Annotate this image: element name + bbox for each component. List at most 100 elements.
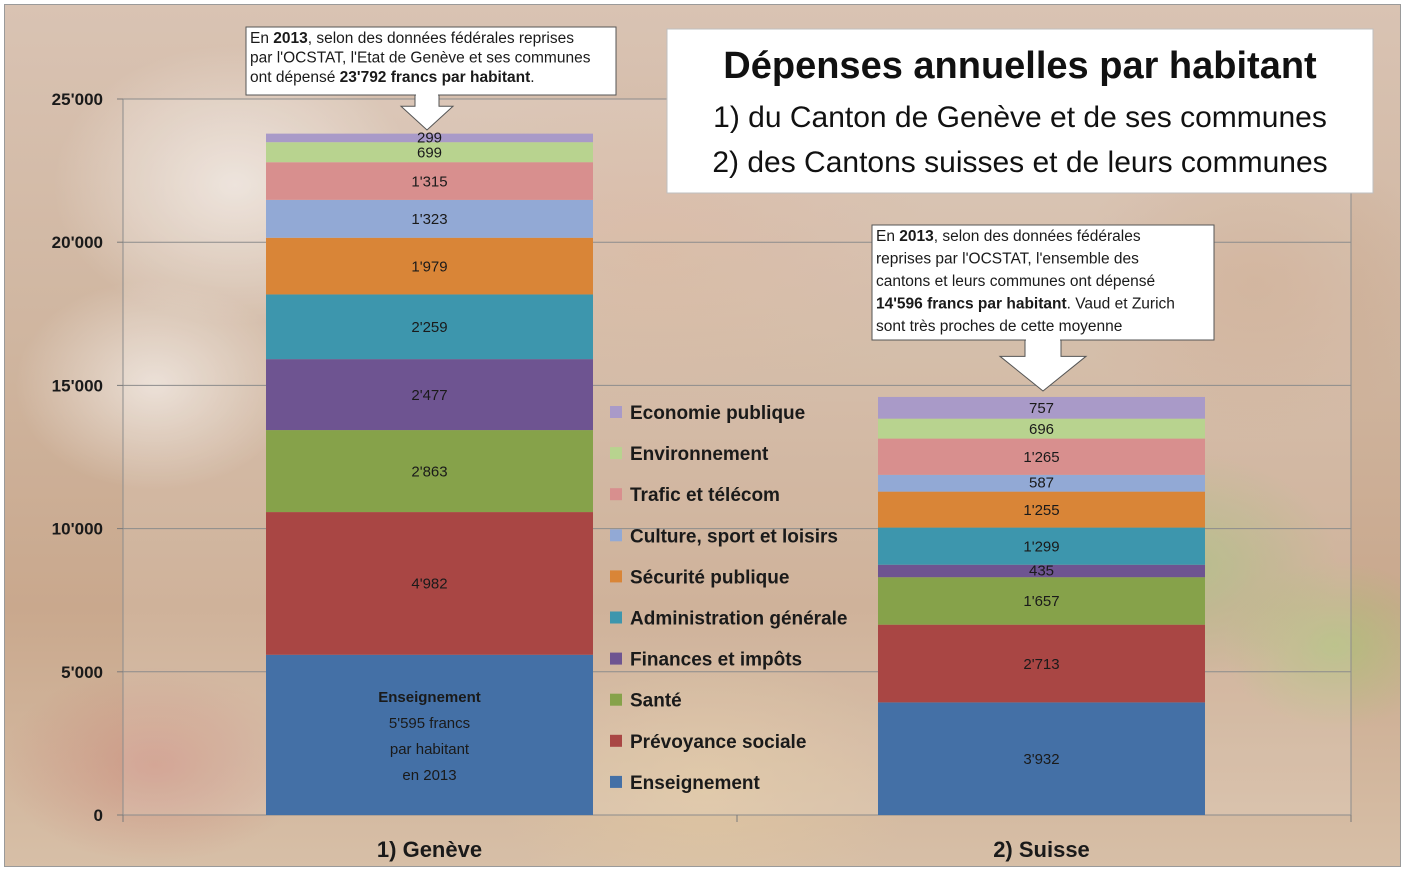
bar-segment: [878, 491, 1205, 528]
annotation-line: sont très proches de cette moyenne: [876, 318, 1122, 335]
data-label: 757: [1029, 400, 1054, 417]
y-tick-label: 5'000: [61, 663, 103, 682]
annotation-text: reprises par l'OCSTAT, l'ensemble des: [876, 251, 1139, 268]
legend-swatch: [610, 693, 622, 706]
legend-swatch: [610, 406, 622, 418]
bar-segment: [878, 396, 1205, 419]
data-label: 1'265: [1023, 449, 1059, 466]
bar-segment: [266, 199, 593, 238]
bar-segment: [878, 564, 1205, 578]
legend-label: Prévoyance sociale: [630, 732, 806, 753]
bar-segment: [878, 624, 1205, 703]
y-axis: 0 5'000 10'000 15'000 20'000 25'000: [52, 90, 123, 825]
data-label: 2'259: [411, 319, 447, 336]
legend-label: Enseignement: [630, 773, 761, 794]
bar-segment: [878, 418, 1205, 439]
legend: Economie publique Environnement Trafic et …: [610, 403, 848, 794]
bar-segment: [878, 702, 1205, 815]
annotation-arrow: [998, 338, 1088, 392]
bars: 4'982 2'863 2'477 2'259 1'979 1'323 1'315 69929…: [266, 129, 1205, 815]
enseignement-label: Enseignement: [378, 689, 481, 706]
annotation-text: 2013: [273, 30, 308, 47]
legend-swatch: [610, 529, 622, 542]
x-category-label: 2) Suisse: [993, 837, 1090, 862]
annotation-line: cantons et leurs communes ont dépensé: [876, 273, 1155, 290]
legend-swatch: [610, 652, 622, 665]
annotation-line: En 2013, selon des données fédérales rep…: [250, 30, 574, 47]
legend-label: Finances et impôts: [630, 650, 802, 671]
enseignement-label: par habitant: [390, 741, 470, 758]
annotation-seam: [416, 93, 438, 97]
legend-swatch: [610, 488, 622, 501]
bar-segment: [266, 142, 593, 163]
data-label: 1'323: [411, 211, 447, 228]
annotation-text: cantons et leurs communes ont dépensé: [876, 273, 1155, 290]
data-label: 3'932: [1023, 751, 1059, 768]
legend-label: Trafic et télécom: [630, 485, 780, 506]
annotation-text: En: [250, 30, 273, 47]
bar-segment: [266, 430, 593, 513]
data-label: 696: [1029, 421, 1054, 438]
annotation-text: 2013: [899, 228, 934, 245]
legend-label: Administration générale: [630, 609, 848, 630]
annotation-text: En: [876, 228, 899, 245]
y-tick-label: 0: [94, 806, 103, 825]
bar-segment: [878, 527, 1205, 565]
bar-segment: [878, 474, 1205, 492]
bar-segment: [266, 162, 593, 200]
data-label: 2'863: [411, 463, 447, 480]
data-label: 299: [417, 129, 442, 146]
annotation-arrow: [399, 93, 455, 131]
title-box-frame: [666, 28, 1374, 194]
x-axis: 1) Genève 2) Suisse: [122, 815, 1352, 862]
annotation-line: reprises par l'OCSTAT, l'ensemble des: [876, 251, 1139, 268]
annotation-line: ont dépensé 23'792 francs par habitant.: [250, 69, 535, 86]
legend-label: Environnement: [630, 444, 769, 465]
bar-segment: [878, 438, 1205, 475]
annotation-line: par l'OCSTAT, l'Etat de Genève et ses co…: [250, 50, 591, 67]
data-label: 587: [1029, 475, 1054, 492]
annotation-seam: [1026, 338, 1060, 342]
bar-segment: [266, 512, 593, 655]
data-label: 1'979: [411, 258, 447, 275]
annotation-text: 14'596 francs par habitant: [876, 296, 1067, 313]
annotation-box: [245, 26, 617, 96]
legend-swatch: [610, 734, 622, 747]
bar-segment: [266, 654, 593, 815]
data-label: 4'982: [411, 576, 447, 593]
y-tick-label: 25'000: [52, 90, 103, 109]
title-box: Dépenses annuelles par habitant 1) du Ca…: [666, 28, 1374, 194]
annotation-text: sont très proches de cette moyenne: [876, 318, 1122, 335]
legend-label: Santé: [630, 691, 682, 712]
data-label: 2'477: [411, 387, 447, 404]
annotation-callout: En 2013, selon des données fédérales repr…: [871, 224, 1215, 392]
data-label: 1'657: [1023, 593, 1059, 610]
annotation-line: 14'596 francs par habitant. Vaud et Zuri…: [876, 296, 1175, 313]
annotation-text: 23'792 francs par habitant: [340, 69, 531, 86]
data-label: 2'713: [1023, 656, 1059, 673]
x-category-label: 1) Genève: [377, 837, 482, 862]
bar-segment: [266, 237, 593, 295]
annotation-text: par l'OCSTAT, l'Etat de Genève et ses co…: [250, 50, 591, 67]
data-label: 1'315: [411, 173, 447, 190]
chart-subtitle-2: 2) des Cantons suisses et de leurs commu…: [712, 146, 1327, 179]
legend-swatch: [610, 611, 622, 624]
y-tick-label: 15'000: [52, 376, 103, 395]
legend-swatch: [610, 775, 622, 788]
annotation-text: , selon des données fédérales reprises: [308, 30, 574, 47]
legend-label: Culture, sport et loisirs: [630, 526, 838, 547]
data-label: 699: [417, 144, 442, 161]
chart-title: Dépenses annuelles par habitant: [723, 45, 1317, 87]
bar-segment: [266, 359, 593, 431]
annotation-text: , selon des données fédérales: [934, 228, 1141, 245]
bar-segment: [266, 294, 593, 360]
data-label: 1'299: [1023, 538, 1059, 555]
enseignement-label: en 2013: [402, 767, 456, 784]
annotation-line: En 2013, selon des données fédérales: [876, 228, 1141, 245]
annotation-text: .: [530, 69, 534, 86]
enseignement-label: 5'595 francs: [389, 715, 470, 732]
legend-swatch: [610, 570, 622, 583]
annotation-text: ont dépensé: [250, 69, 340, 86]
data-label: 435: [1029, 562, 1054, 579]
